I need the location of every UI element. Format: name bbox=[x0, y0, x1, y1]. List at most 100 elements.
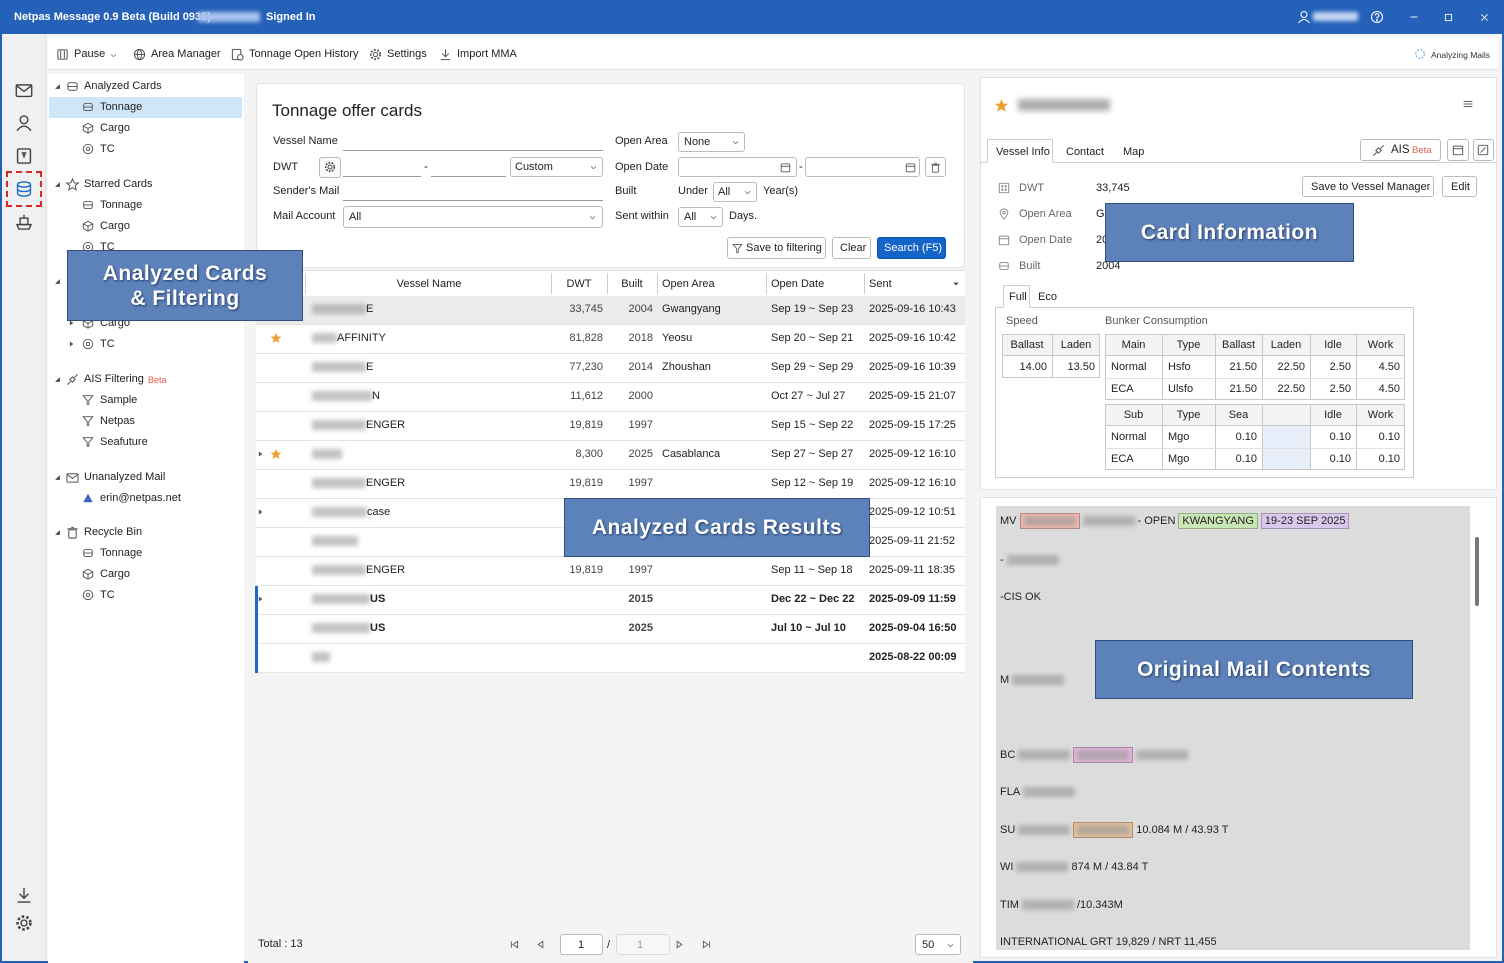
icon-shape bbox=[55, 279, 60, 284]
mail-account-select[interactable] bbox=[343, 206, 603, 228]
icon bbox=[1370, 10, 1384, 24]
icon bbox=[66, 373, 79, 386]
column-divider bbox=[657, 273, 658, 294]
tree-item[interactable]: Seafuture bbox=[100, 435, 148, 449]
dwt: 8,300 bbox=[575, 447, 603, 461]
table-row[interactable] bbox=[256, 644, 965, 673]
tab[interactable]: Contact bbox=[1066, 145, 1104, 159]
tree-item[interactable]: Cargo bbox=[100, 121, 130, 135]
column-divider bbox=[551, 273, 552, 294]
icon-shape bbox=[66, 474, 77, 478]
toolbar-button[interactable]: Area Manager bbox=[151, 47, 221, 61]
tree-item[interactable]: Tonnage bbox=[100, 546, 142, 560]
mail-text: WI bbox=[1000, 861, 1013, 873]
icon[interactable] bbox=[15, 914, 33, 932]
icon bbox=[52, 527, 63, 538]
open-date: Sep 27 ~ Sep 27 bbox=[771, 447, 853, 461]
dwt: 19,819 bbox=[569, 563, 603, 577]
label: / bbox=[607, 938, 610, 952]
toolbar-button[interactable]: Tonnage Open History bbox=[249, 47, 358, 61]
subtab[interactable]: Full bbox=[1009, 290, 1027, 304]
table-cell: 14.00 bbox=[1019, 360, 1047, 374]
sent-time: 2025-09-12 10:51 bbox=[869, 505, 956, 519]
window-status: Signed In bbox=[266, 10, 316, 24]
icon bbox=[270, 448, 282, 460]
tree-item[interactable]: erin@netpas.net bbox=[100, 491, 181, 505]
open-date: Dec 22 ~ Dec 22 bbox=[771, 592, 854, 606]
tree-item[interactable]: Sample bbox=[100, 393, 137, 407]
tree-item[interactable]: Tonnage bbox=[100, 198, 142, 212]
sent-time: 2025-09-12 16:10 bbox=[869, 447, 956, 461]
icon-shape bbox=[70, 321, 74, 326]
icon bbox=[52, 374, 63, 385]
label: 1 bbox=[578, 938, 584, 952]
icon bbox=[439, 48, 452, 61]
icon[interactable] bbox=[701, 939, 712, 950]
icon[interactable] bbox=[15, 147, 33, 165]
redacted-text bbox=[1023, 787, 1075, 797]
cell-border bbox=[1310, 404, 1311, 470]
icon[interactable] bbox=[15, 114, 33, 132]
tree-item[interactable]: TC bbox=[100, 337, 115, 351]
icon[interactable] bbox=[15, 213, 33, 231]
icon bbox=[109, 51, 118, 60]
icon-shape bbox=[17, 126, 31, 130]
table-cell: ECA bbox=[1111, 382, 1134, 396]
table-row[interactable] bbox=[256, 441, 965, 470]
tree-item[interactable]: TC bbox=[100, 588, 115, 602]
icon-shape bbox=[1002, 189, 1003, 190]
icon[interactable] bbox=[509, 939, 520, 950]
tab[interactable]: Vessel Info bbox=[996, 145, 1050, 159]
tree-group-label[interactable]: Starred Cards bbox=[84, 177, 152, 191]
tree-item[interactable]: TC bbox=[100, 142, 115, 156]
icon-shape bbox=[21, 920, 27, 926]
icon bbox=[1477, 144, 1489, 156]
tree-group-label[interactable]: AIS Filtering bbox=[84, 372, 144, 386]
redacted-text bbox=[1077, 825, 1129, 835]
cell-border bbox=[1052, 334, 1053, 378]
icon-shape bbox=[259, 510, 263, 515]
unread-indicator bbox=[255, 644, 258, 673]
icon[interactable] bbox=[15, 886, 33, 904]
table-header: Type bbox=[1177, 408, 1201, 422]
tree-item[interactable]: Tonnage bbox=[100, 100, 142, 114]
table-cell: 21.50 bbox=[1229, 360, 1257, 374]
field-label: Open Area bbox=[1019, 207, 1072, 221]
icon-shape bbox=[16, 86, 31, 92]
toolbar-button[interactable]: Settings bbox=[387, 47, 427, 61]
mail-line: WI874 M / 43.84 T bbox=[1000, 859, 1148, 875]
label: None bbox=[684, 135, 710, 149]
tab[interactable]: Map bbox=[1123, 145, 1144, 159]
toolbar-button[interactable]: Import MMA bbox=[457, 47, 517, 61]
date-input[interactable] bbox=[805, 157, 920, 177]
table-cell: Mgo bbox=[1168, 452, 1189, 466]
icon-shape bbox=[83, 144, 92, 153]
toolbar-button[interactable]: Pause bbox=[74, 47, 105, 61]
icon[interactable] bbox=[535, 939, 546, 950]
tree-group-label[interactable]: Analyzed Cards bbox=[84, 79, 162, 93]
redacted-text bbox=[1018, 750, 1070, 760]
mail-text: BC bbox=[1000, 749, 1015, 761]
tree-group-label[interactable]: Unanalyzed Mail bbox=[84, 470, 165, 484]
column-header: DWT bbox=[566, 277, 591, 291]
icon[interactable] bbox=[674, 939, 685, 950]
icon-shape bbox=[55, 182, 60, 187]
icon bbox=[82, 143, 94, 155]
icon bbox=[256, 449, 266, 459]
icon bbox=[905, 162, 916, 173]
subtab[interactable]: Eco bbox=[1038, 290, 1057, 304]
tree-item[interactable]: Cargo bbox=[100, 219, 130, 233]
icon bbox=[82, 199, 94, 211]
mail-line: MV- OPENKWANGYANG19-23 SEP 2025 bbox=[1000, 513, 1349, 529]
built: 2000 bbox=[629, 389, 653, 403]
redacted-vessel-name bbox=[1018, 99, 1110, 111]
tree-item[interactable]: Cargo bbox=[100, 567, 130, 581]
icon[interactable] bbox=[15, 81, 33, 99]
tree-item[interactable]: Netpas bbox=[100, 414, 135, 428]
tree-group-label[interactable]: Recycle Bin bbox=[84, 525, 142, 539]
search-title: Tonnage offer cards bbox=[272, 101, 422, 121]
icon-shape bbox=[733, 244, 742, 252]
icon bbox=[82, 547, 94, 559]
selected-tree-row bbox=[49, 97, 242, 118]
